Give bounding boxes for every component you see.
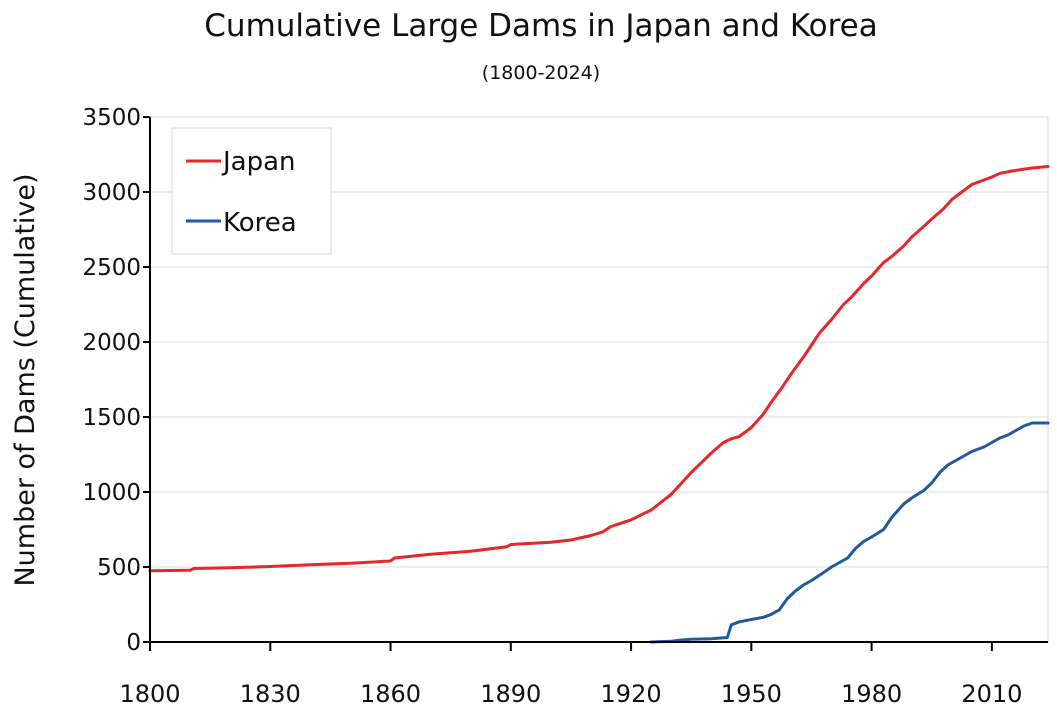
chart-subtitle: (1800-2024) bbox=[482, 62, 600, 84]
chart-title: Cumulative Large Dams in Japan and Korea bbox=[204, 8, 877, 44]
legend-label-korea: Korea bbox=[223, 208, 297, 238]
y-tick-label: 1000 bbox=[82, 480, 141, 506]
x-axis-ticks: 1800 1830 1860 1890 1920 1950 1980 2010 bbox=[119, 642, 1022, 708]
legend: Japan Korea bbox=[171, 127, 332, 255]
x-tick-label: 1920 bbox=[601, 680, 662, 708]
series-group bbox=[148, 165, 1050, 644]
y-axis-label: Number of Dams (Cumulative) bbox=[10, 173, 41, 586]
y-tick-label: 0 bbox=[126, 630, 141, 656]
x-tick-label: 2010 bbox=[961, 680, 1022, 708]
y-tick-label: 2500 bbox=[82, 255, 141, 281]
y-tick-label: 500 bbox=[97, 555, 141, 581]
y-tick-label: 3500 bbox=[82, 105, 141, 131]
legend-label-japan: Japan bbox=[221, 147, 296, 177]
x-tick-label: 1890 bbox=[480, 680, 541, 708]
series-line-japan bbox=[148, 165, 1050, 573]
x-tick-label: 1860 bbox=[360, 680, 421, 708]
x-tick-label: 1950 bbox=[721, 680, 782, 708]
y-tick-label: 3000 bbox=[82, 180, 141, 206]
x-tick-label: 1800 bbox=[119, 680, 180, 708]
series-line-korea bbox=[649, 421, 1050, 644]
y-tick-label: 2000 bbox=[82, 330, 141, 356]
legend-box bbox=[171, 127, 332, 255]
x-tick-label: 1830 bbox=[240, 680, 301, 708]
x-tick-label: 1980 bbox=[841, 680, 902, 708]
y-axis-ticks: 0 500 1000 1500 2000 2500 3000 3500 bbox=[82, 105, 150, 656]
y-tick-label: 1500 bbox=[82, 405, 141, 431]
